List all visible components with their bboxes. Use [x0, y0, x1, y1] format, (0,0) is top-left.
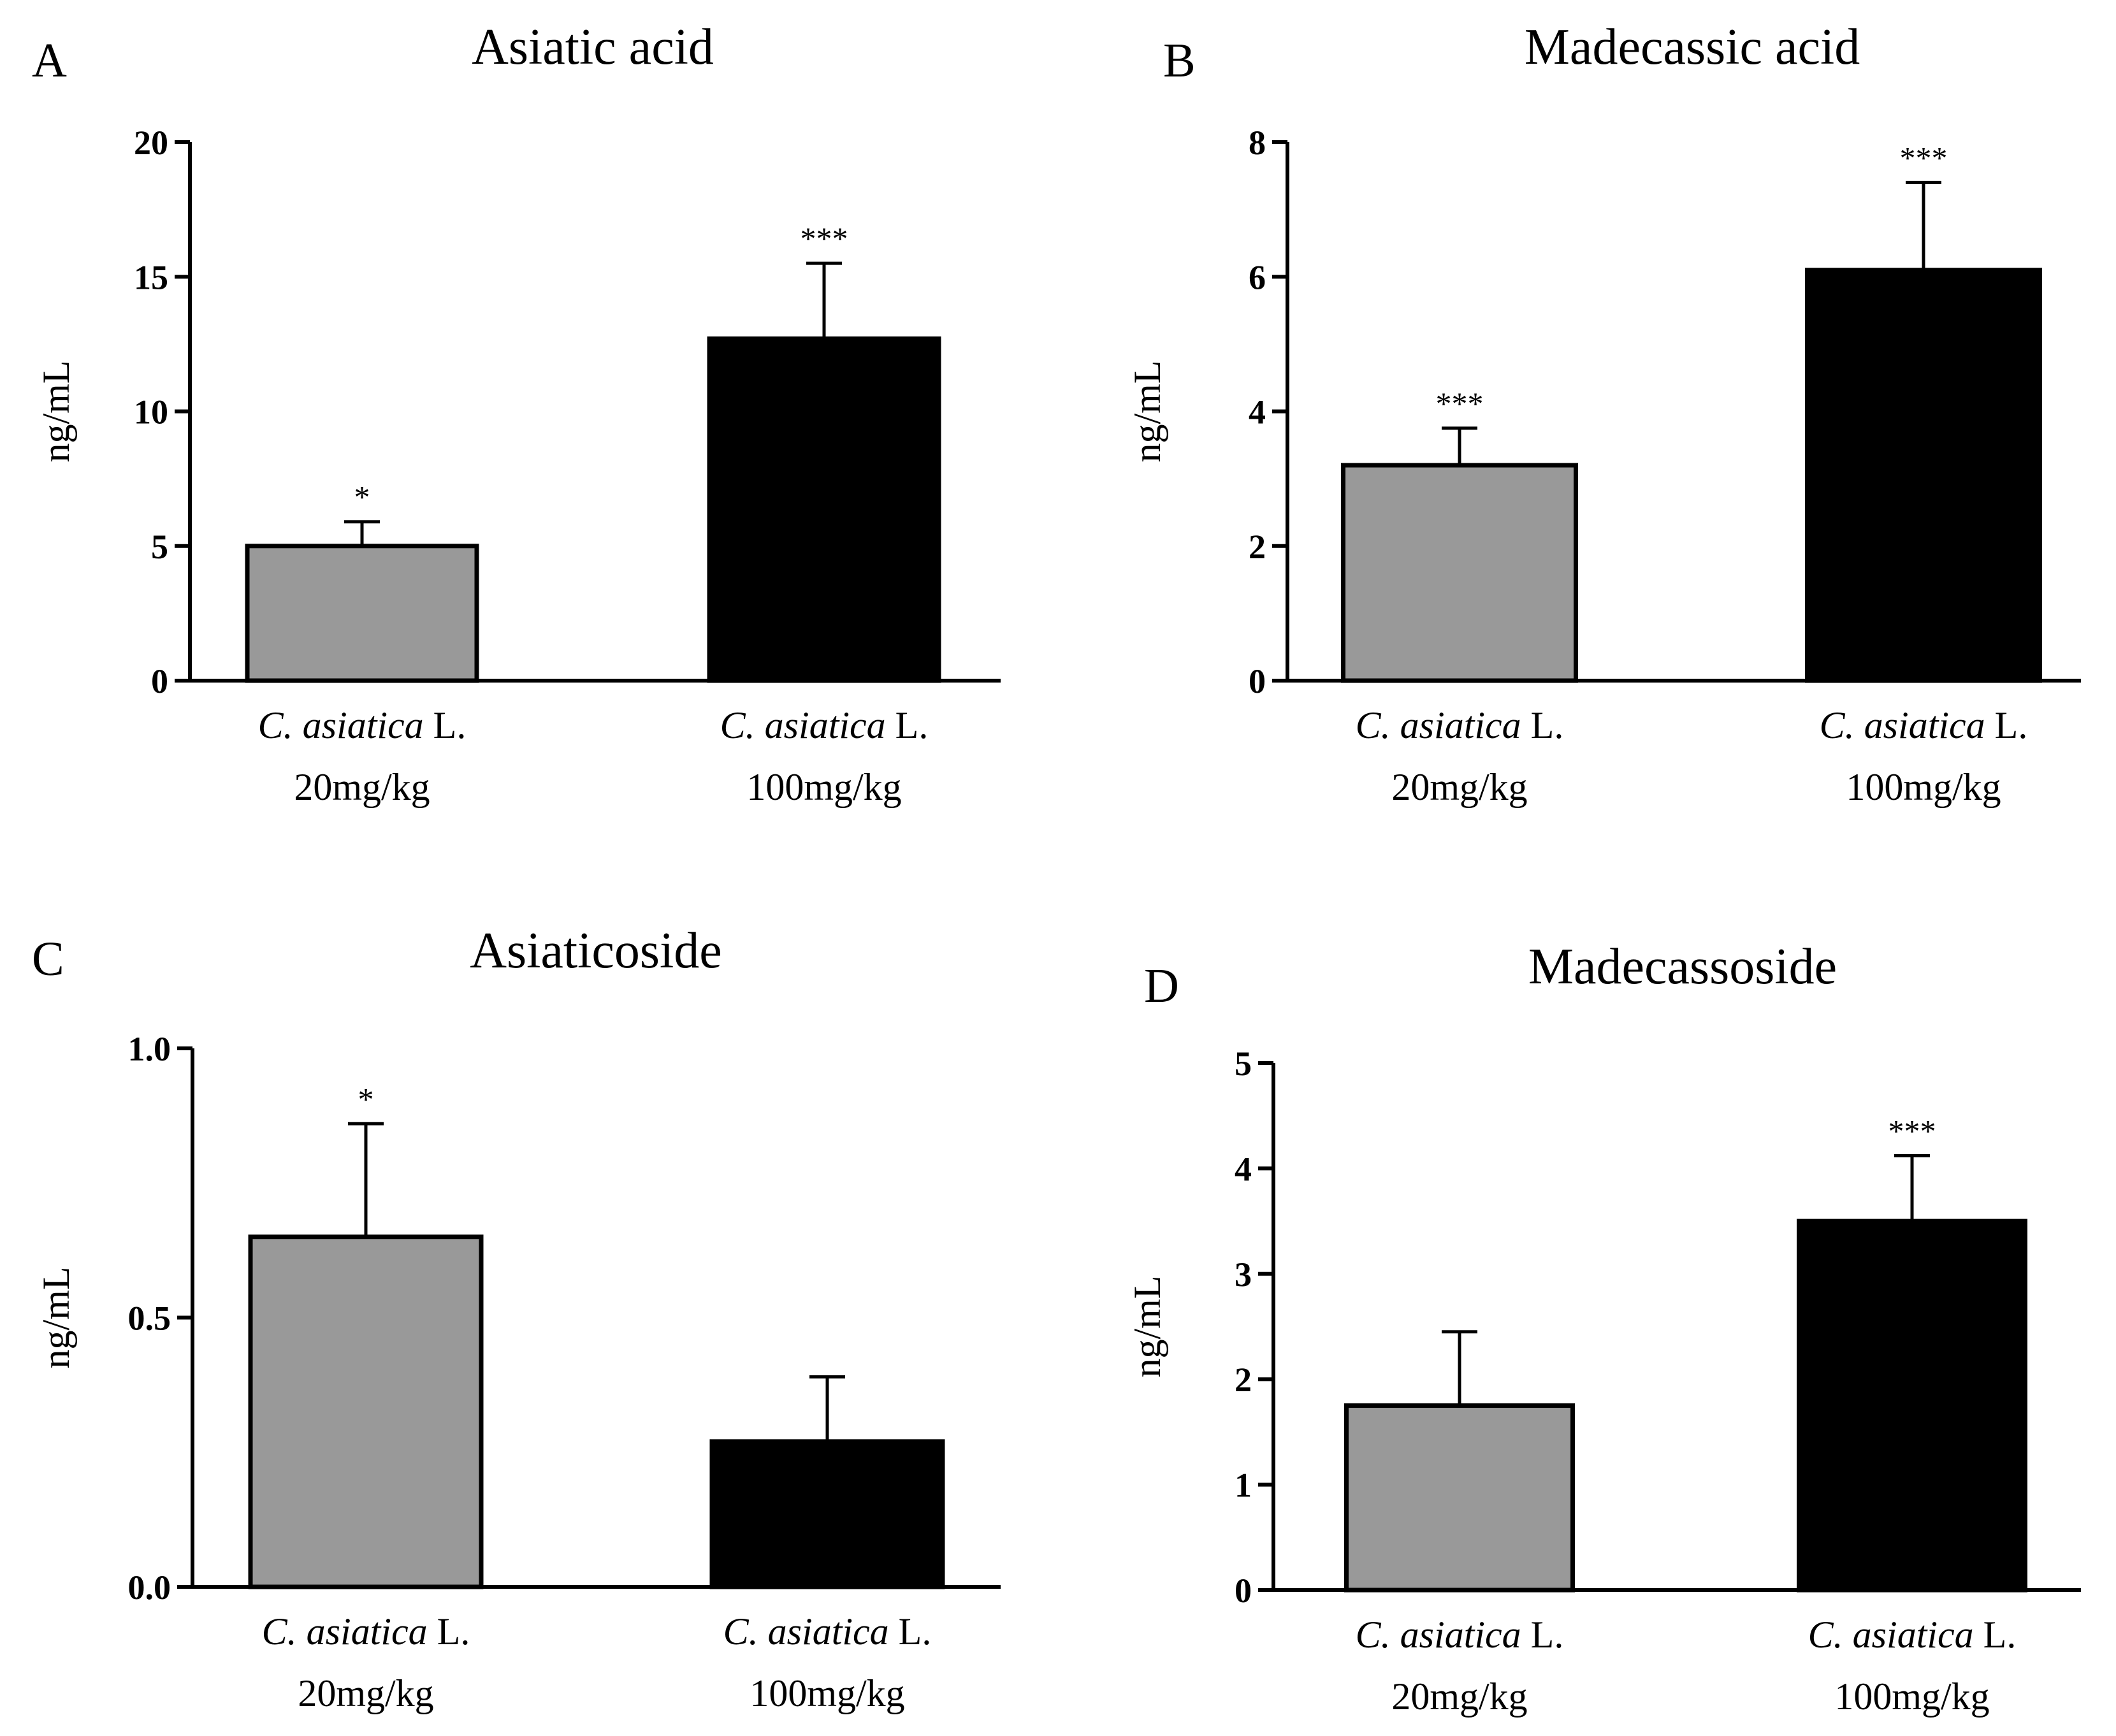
- y-tick-label: 2: [1235, 1361, 1252, 1399]
- significance-mark: ***: [1888, 1113, 1936, 1149]
- x-category-suffix: L.: [424, 704, 467, 746]
- bar-2: [709, 1439, 945, 1589]
- x-category-label: C. asiatica L.: [1820, 704, 2028, 746]
- x-category-suffix: L.: [1521, 704, 1564, 746]
- y-tick-label: 10: [134, 393, 168, 431]
- x-category-suffix: L.: [428, 1610, 470, 1653]
- y-tick-label: 4: [1235, 1150, 1252, 1188]
- y-tick-label: 3: [1235, 1255, 1252, 1294]
- y-tick-label: 8: [1249, 124, 1266, 162]
- x-category-dose: 100mg/kg: [746, 766, 901, 808]
- x-category-dose: 20mg/kg: [298, 1672, 433, 1714]
- x-category-label: C. asiatica L.: [258, 704, 467, 746]
- panel-letter: A: [32, 34, 67, 87]
- panel-a: A Asiatic acid ng/mL * C. asiatica L. 20mg/kg…: [32, 19, 1001, 808]
- y-tick-label: 15: [134, 258, 168, 296]
- y-tick-label: 0: [1249, 662, 1266, 700]
- x-category-dose: 20mg/kg: [1391, 1675, 1527, 1718]
- x-category-label: C. asiatica L.: [720, 704, 929, 746]
- significance-mark: *: [354, 479, 370, 515]
- y-tick-label: 0.5: [128, 1299, 171, 1338]
- y-tick-label: 4: [1249, 393, 1266, 431]
- y-axis-label: ng/mL: [1126, 361, 1168, 463]
- significance-mark: ***: [1900, 140, 1948, 175]
- x-category-label: C. asiatica L.: [262, 1610, 470, 1653]
- bar-1: [1344, 1403, 1575, 1593]
- y-axis-label: ng/mL: [35, 361, 77, 463]
- x-category-species: C. asiatica: [720, 704, 886, 746]
- x-category-suffix: L.: [889, 1610, 932, 1653]
- y-tick-label: 6: [1249, 258, 1266, 296]
- x-category-species: C. asiatica: [262, 1610, 428, 1653]
- x-category-species: C. asiatica: [723, 1610, 889, 1653]
- x-category-label: C. asiatica L.: [1356, 1614, 1564, 1656]
- x-category-suffix: L.: [1521, 1614, 1564, 1656]
- x-category-dose: 100mg/kg: [1846, 766, 2001, 808]
- x-category-dose: 20mg/kg: [294, 766, 430, 808]
- significance-mark: *: [358, 1081, 374, 1117]
- x-category-suffix: L.: [886, 704, 929, 746]
- y-tick-label: 5: [151, 528, 168, 566]
- significance-mark: ***: [1436, 386, 1484, 421]
- y-axis-label: ng/mL: [35, 1267, 77, 1369]
- panel-letter: C: [32, 932, 64, 986]
- x-category-label: C. asiatica L.: [1356, 704, 1564, 746]
- bar-2: [707, 336, 941, 683]
- y-tick-label: 2: [1249, 528, 1266, 566]
- bar-1: [1341, 463, 1578, 683]
- panel-letter: D: [1144, 959, 1179, 1013]
- chart-title: Madecassic acid: [1525, 19, 1860, 75]
- y-tick-label: 1.0: [128, 1030, 171, 1068]
- x-category-dose: 100mg/kg: [1834, 1675, 1989, 1718]
- chart-title: Asiatic acid: [472, 19, 714, 75]
- y-axis-label: ng/mL: [1126, 1276, 1168, 1378]
- bar-2: [1805, 268, 2042, 683]
- y-tick-label: 0: [151, 662, 168, 700]
- y-tick-label: 1: [1235, 1466, 1252, 1505]
- chart-title: Asiaticoside: [470, 923, 721, 979]
- x-category-species: C. asiatica: [1820, 704, 1985, 746]
- panel-d: D Madecassoside ng/mL C. asiatica L. 20mg/kg…: [1126, 939, 2081, 1718]
- bar-1: [248, 1234, 484, 1589]
- panel-c: C Asiaticoside ng/mL * C. asiatica L. 20mg/kg…: [32, 923, 1001, 1714]
- x-category-suffix: L.: [1985, 704, 2028, 746]
- y-tick-label: 0.0: [128, 1568, 171, 1607]
- significance-mark: ***: [801, 221, 848, 256]
- x-category-species: C. asiatica: [1808, 1614, 1974, 1656]
- x-category-species: C. asiatica: [1356, 704, 1521, 746]
- y-tick-label: 20: [134, 124, 168, 162]
- bar-1: [245, 544, 479, 683]
- x-category-label: C. asiatica L.: [723, 1610, 932, 1653]
- bar-2: [1797, 1219, 2027, 1593]
- chart-title: Madecassoside: [1528, 939, 1837, 995]
- panel-letter: B: [1163, 34, 1196, 87]
- x-category-label: C. asiatica L.: [1808, 1614, 2017, 1656]
- y-tick-label: 5: [1235, 1045, 1252, 1083]
- y-tick-label: 0: [1235, 1572, 1252, 1610]
- x-category-suffix: L.: [1974, 1614, 2017, 1656]
- x-category-dose: 20mg/kg: [1391, 766, 1527, 808]
- x-category-species: C. asiatica: [258, 704, 424, 746]
- x-category-dose: 100mg/kg: [750, 1672, 904, 1714]
- x-category-species: C. asiatica: [1356, 1614, 1521, 1656]
